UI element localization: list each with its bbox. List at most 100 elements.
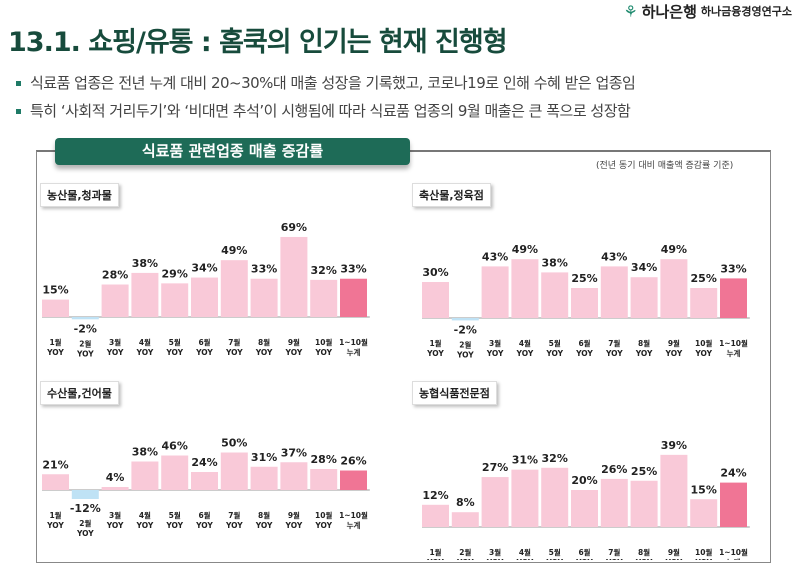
bar-chart-agriculture: 15%1월YOY-2%2월YOY28%3월YOY38%4월YOY29%5월YOY…	[42, 221, 370, 358]
category-label: 6월	[578, 338, 590, 348]
chart-title: 축산물,정육점	[412, 183, 491, 207]
category-label: 1~10월	[719, 338, 748, 348]
data-label: 27%	[482, 461, 508, 474]
category-sublabel: 누계	[727, 557, 741, 560]
category-sublabel: YOY	[314, 521, 332, 530]
bar	[511, 259, 539, 318]
category-sublabel: YOY	[225, 348, 243, 357]
bar	[131, 461, 159, 490]
bar	[310, 279, 338, 317]
category-sublabel: YOY	[635, 349, 653, 358]
bar-chart-livestock: 30%1월YOY-2%2월YOY43%3월YOY49%4월YOY38%5월YOY…	[422, 243, 750, 359]
bar	[42, 474, 69, 490]
bar	[571, 490, 598, 527]
data-label: 33%	[720, 262, 746, 275]
bar	[422, 504, 449, 527]
category-sublabel: YOY	[575, 349, 593, 358]
hana-logo-icon: ⚘	[623, 2, 638, 21]
bar	[690, 288, 718, 318]
bar	[191, 277, 218, 317]
category-label: 6월	[198, 510, 210, 520]
category-label: 1~10월	[339, 510, 368, 520]
category-sublabel: YOY	[486, 349, 504, 358]
data-label: -12%	[70, 502, 101, 515]
data-label: 24%	[191, 456, 217, 469]
bar	[720, 278, 747, 318]
bar	[250, 278, 278, 317]
category-label: 7월	[608, 338, 620, 348]
data-label: 37%	[281, 446, 307, 459]
category-label: 4월	[519, 547, 531, 557]
bar	[161, 283, 189, 317]
data-label: 26%	[340, 455, 366, 468]
category-sublabel: YOY	[255, 348, 273, 357]
category-sublabel: YOY	[76, 349, 94, 358]
data-label: 25%	[571, 272, 597, 285]
category-sublabel: YOY	[46, 348, 64, 357]
category-label: 4월	[139, 510, 151, 520]
bar	[600, 266, 628, 318]
category-sublabel: YOY	[165, 521, 183, 530]
bar	[220, 260, 248, 317]
bar	[600, 478, 628, 527]
data-label: 28%	[102, 269, 128, 282]
data-label: 43%	[601, 250, 627, 263]
category-label: 2월	[459, 339, 471, 349]
data-label: 4%	[106, 471, 125, 484]
category-sublabel: YOY	[545, 558, 563, 560]
category-label: 9월	[288, 510, 300, 520]
category-sublabel: YOY	[545, 349, 563, 358]
bar	[71, 317, 99, 320]
category-label: 5월	[549, 547, 561, 557]
category-sublabel: YOY	[314, 348, 332, 357]
category-label: 8월	[258, 337, 270, 347]
data-label: 26%	[601, 463, 627, 476]
category-label: 1월	[429, 547, 441, 557]
bullet-2: 특히 ‘사회적 거리두기’와 ‘비대면 추석’이 시행됨에 따라 식료품 업종의…	[16, 100, 631, 121]
logo-bank: 하나은행	[641, 3, 697, 21]
category-sublabel: YOY	[575, 558, 593, 560]
bar	[42, 299, 69, 317]
category-sublabel: YOY	[426, 349, 444, 358]
category-label: 4월	[139, 337, 151, 347]
bar	[630, 277, 658, 318]
bar	[541, 467, 569, 527]
data-label: 21%	[42, 458, 68, 471]
category-label: 5월	[169, 337, 181, 347]
category-sublabel: YOY	[285, 348, 303, 357]
category-sublabel: YOY	[165, 348, 183, 357]
data-label: 15%	[42, 284, 68, 297]
bar	[571, 288, 598, 318]
category-label: 9월	[668, 338, 680, 348]
category-sublabel: YOY	[106, 348, 124, 357]
data-label: 30%	[422, 266, 448, 279]
chart-title: 농협식품전문점	[412, 381, 497, 405]
bar	[280, 462, 308, 490]
bar	[481, 477, 509, 527]
category-label: 10월	[315, 510, 332, 520]
bar	[541, 272, 569, 318]
category-label: 8월	[258, 510, 270, 520]
category-sublabel: YOY	[106, 521, 124, 530]
data-label: 33%	[251, 263, 277, 276]
bar-chart-seafood: 21%1월YOY-12%2월YOY4%3월YOY38%4월YOY46%5월YOY…	[42, 437, 370, 538]
data-label: 38%	[132, 257, 158, 270]
category-sublabel: YOY	[426, 558, 444, 560]
category-label: 2월	[459, 547, 471, 557]
data-label: 32%	[542, 452, 568, 465]
category-label: 5월	[549, 338, 561, 348]
category-sublabel: YOY	[665, 558, 683, 560]
data-label: 34%	[631, 261, 657, 274]
bar	[660, 454, 688, 527]
category-sublabel: YOY	[694, 558, 712, 560]
category-label: 9월	[288, 337, 300, 347]
data-label: 20%	[571, 474, 597, 487]
category-sublabel: YOY	[136, 521, 154, 530]
bar	[511, 469, 539, 527]
data-label: 38%	[542, 256, 568, 269]
category-label: 3월	[109, 510, 121, 520]
category-sublabel: YOY	[486, 558, 504, 560]
category-label: 2월	[79, 518, 91, 528]
bar	[630, 480, 658, 527]
category-label: 4월	[519, 338, 531, 348]
